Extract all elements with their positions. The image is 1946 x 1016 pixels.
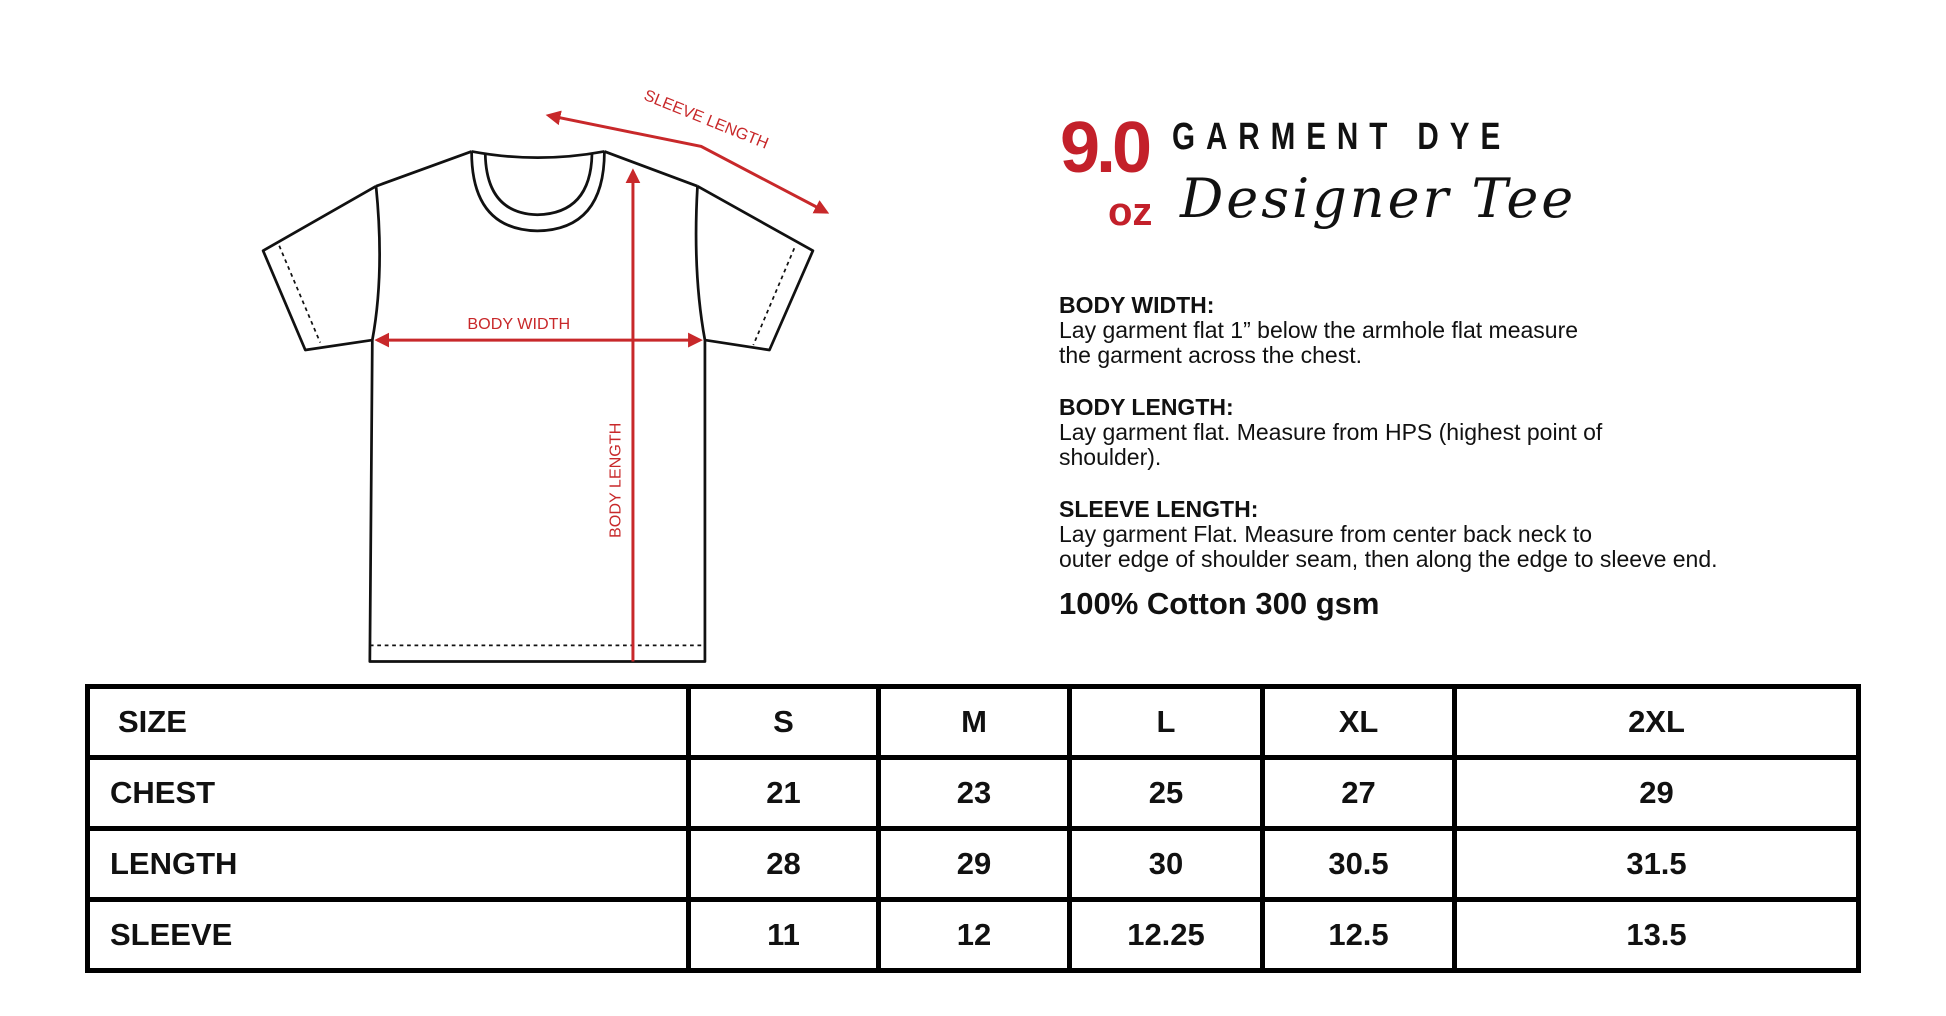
measurement-instructions: BODY WIDTH: Lay garment flat 1” below th… [1059, 292, 1899, 622]
table-cell: 30 [1067, 826, 1265, 902]
size-chart-table: SIZE S M L XL 2XL CHEST 21 23 25 27 29 L… [85, 684, 1861, 973]
table-cell: 25 [1067, 755, 1265, 831]
body-length-label: BODY LENGTH [607, 423, 625, 538]
table-cell: 21 [686, 755, 881, 831]
row-label: CHEST [85, 755, 691, 831]
table-cell: 12.5 [1260, 897, 1457, 973]
table-cell: 23 [876, 755, 1072, 831]
logo-weight: 9.0 [1060, 108, 1152, 188]
instruction-title: SLEEVE LENGTH: [1059, 496, 1259, 522]
sleeve-length-label: SLEEVE LENGTH [641, 86, 771, 152]
table-cell: 29 [876, 826, 1072, 902]
instruction-title: BODY WIDTH: [1059, 292, 1215, 318]
table-row: CHEST 21 23 25 27 29 [85, 755, 1861, 831]
row-label: SLEEVE [85, 897, 691, 973]
table-header-row: SIZE S M L XL 2XL [85, 684, 1861, 760]
header-cell: SIZE [85, 684, 691, 760]
table-cell: 30.5 [1260, 826, 1457, 902]
fabric-spec: 100% Cotton 300 gsm [1059, 586, 1380, 621]
measurement-arrows [374, 110, 830, 662]
header-cell: M [876, 684, 1072, 760]
table-cell: 31.5 [1452, 826, 1861, 902]
table-cell: 13.5 [1452, 897, 1861, 973]
logo-unit: oz [1108, 190, 1153, 234]
row-label: LENGTH [85, 826, 691, 902]
table-cell: 12.25 [1067, 897, 1265, 973]
table-row: LENGTH 28 29 30 30.5 31.5 [85, 826, 1861, 902]
table-cell: 11 [686, 897, 881, 973]
tshirt-outline [261, 150, 815, 663]
header-cell: S [686, 684, 881, 760]
table-row: SLEEVE 11 12 12.25 12.5 13.5 [85, 897, 1861, 973]
logo-line1: GARMENT DYE [1172, 116, 1512, 158]
header-cell: 2XL [1452, 684, 1861, 760]
instruction-text: Lay garment flat. Measure from HPS (high… [1059, 419, 1603, 470]
header-cell: XL [1260, 684, 1457, 760]
table-cell: 29 [1452, 755, 1861, 831]
body-width-label: BODY WIDTH [467, 315, 570, 333]
header-cell: L [1067, 684, 1265, 760]
table-cell: 28 [686, 826, 881, 902]
product-logo: 9.0 oz GARMENT DYE Designer Tee [1060, 108, 1573, 262]
logo-line2: Designer Tee [1180, 167, 1577, 230]
instruction-text: Lay garment Flat. Measure from center ba… [1059, 521, 1718, 572]
instruction-text: Lay garment flat 1” below the armhole fl… [1059, 317, 1579, 368]
table-cell: 27 [1260, 755, 1457, 831]
instruction-title: BODY LENGTH: [1059, 394, 1234, 420]
table-cell: 12 [876, 897, 1072, 973]
sleeve-length-arrow [545, 110, 830, 214]
